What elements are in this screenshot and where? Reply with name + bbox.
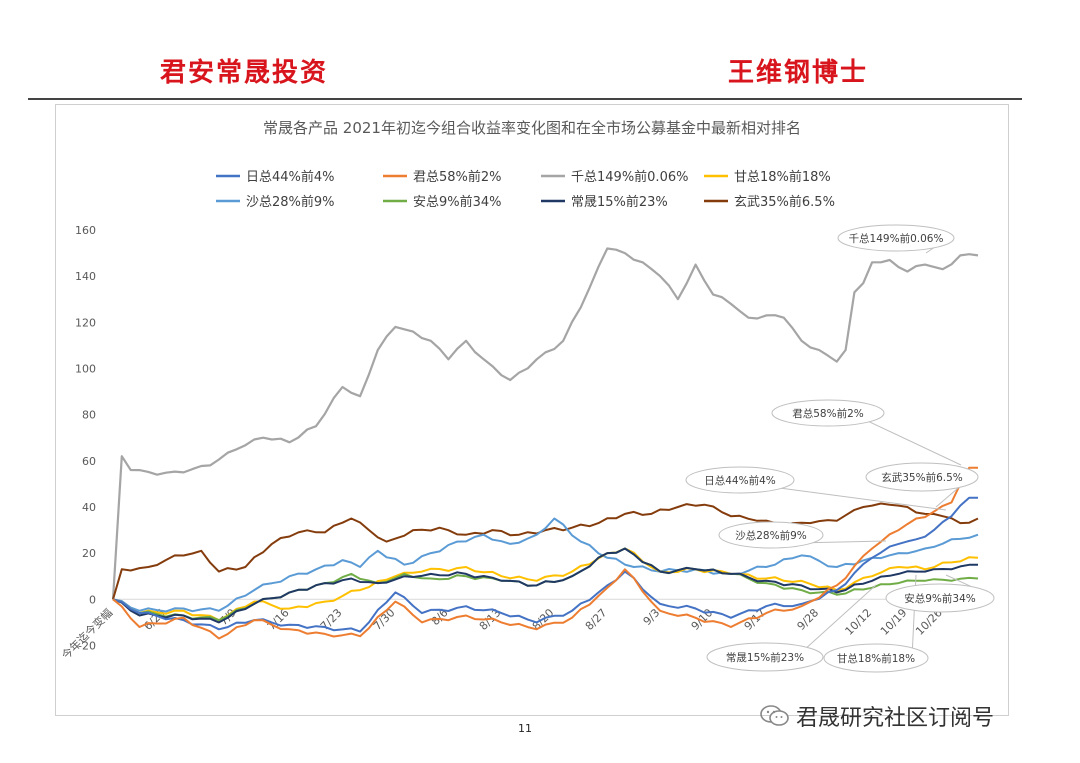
line-chart: 常晟各产品 2021年初迄今组合收益率变化图和在全市场公募基金中最新相对排名日总… bbox=[59, 119, 995, 673]
callout-label-君总: 君总58%前2% bbox=[792, 407, 864, 420]
legend-label-常晟: 常晟15%前23% bbox=[571, 194, 668, 210]
callout-label-玄武: 玄武35%前6.5% bbox=[881, 471, 963, 484]
callout-leader-君总 bbox=[866, 420, 962, 466]
callout-leader-日总 bbox=[777, 487, 947, 511]
callout-bubble-玄武 bbox=[865, 462, 979, 492]
callout-label-安总: 安总9%前34% bbox=[904, 592, 976, 605]
watermark-text: 君晟研究社区订阅号 bbox=[796, 706, 995, 731]
page-number: 11 bbox=[518, 722, 532, 735]
chart-title: 常晟各产品 2021年初迄今组合收益率变化图和在全市场公募基金中最新相对排名 bbox=[263, 119, 801, 137]
callout-bubble-甘总 bbox=[823, 643, 929, 673]
callout-bubble-安总 bbox=[885, 583, 995, 613]
y-tick-label: 140 bbox=[75, 270, 96, 283]
chart-frame: 常晟各产品 2021年初迄今组合收益率变化图和在全市场公募基金中最新相对排名日总… bbox=[55, 104, 1009, 716]
legend-label-甘总: 甘总18%前18% bbox=[734, 169, 831, 185]
y-tick-label: 80 bbox=[82, 409, 96, 422]
callout-bubble-日总 bbox=[685, 466, 795, 494]
callout-label-沙总: 沙总28%前9% bbox=[735, 529, 807, 542]
legend-label-沙总: 沙总28%前9% bbox=[246, 194, 335, 210]
y-tick-label: 60 bbox=[82, 455, 96, 468]
callout-label-日总: 日总44%前4% bbox=[704, 474, 776, 487]
watermark: 君晟研究社区订阅号 bbox=[760, 700, 994, 732]
callout-label-甘总: 甘总18%前18% bbox=[837, 652, 915, 665]
callout-bubble-君总 bbox=[771, 399, 885, 427]
y-tick-label: -20 bbox=[78, 639, 96, 652]
callout-bubble-沙总 bbox=[718, 521, 824, 549]
x-tick-label: 9/28 bbox=[795, 606, 822, 633]
callout-label-常晟: 常晟15%前23% bbox=[726, 651, 804, 664]
x-tick-label: 9/10 bbox=[689, 606, 716, 633]
callout-bubble-千总 bbox=[837, 224, 955, 252]
y-tick-label: 160 bbox=[75, 224, 96, 237]
y-tick-label: 100 bbox=[75, 362, 96, 375]
x-tick-label: 8/27 bbox=[583, 606, 610, 633]
wechat-icon bbox=[760, 705, 789, 726]
legend-label-日总: 日总44%前4% bbox=[246, 169, 335, 185]
header-left-brand: 君安常晟投资 bbox=[160, 58, 329, 88]
series-line-玄武 bbox=[112, 502, 979, 600]
y-tick-label: 120 bbox=[75, 316, 96, 329]
y-tick-label: 20 bbox=[82, 547, 96, 560]
callout-leader-常晟 bbox=[805, 584, 877, 649]
callout-leader-沙总 bbox=[807, 540, 887, 544]
series-line-沙总 bbox=[112, 517, 979, 613]
series-line-千总 bbox=[111, 247, 979, 600]
y-tick-label: 40 bbox=[82, 501, 96, 514]
legend-label-千总: 千总149%前0.06% bbox=[571, 169, 688, 185]
series-line-君总 bbox=[112, 466, 978, 640]
header-right-author: 王维钢博士 bbox=[728, 58, 869, 88]
x-tick-label: 今年迄今变幅 bbox=[59, 606, 116, 663]
legend-label-君总: 君总58%前2% bbox=[413, 169, 502, 185]
x-tick-label: 10/19 bbox=[878, 606, 910, 638]
legend-label-安总: 安总9%前34% bbox=[413, 194, 502, 210]
legend-label-玄武: 玄武35%前6.5% bbox=[734, 194, 835, 210]
y-tick-label: 0 bbox=[89, 593, 96, 606]
callout-bubble-常晟 bbox=[706, 642, 824, 672]
callout-label-千总: 千总149%前0.06% bbox=[849, 232, 944, 245]
callout-leader-玄武 bbox=[935, 485, 962, 508]
header-divider bbox=[28, 98, 1022, 100]
